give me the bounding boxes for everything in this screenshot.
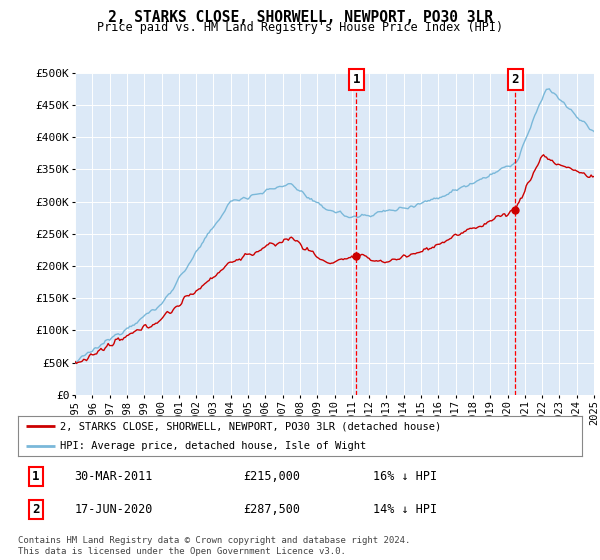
Text: Contains HM Land Registry data © Crown copyright and database right 2024.
This d: Contains HM Land Registry data © Crown c… bbox=[18, 536, 410, 556]
Text: 2, STARKS CLOSE, SHORWELL, NEWPORT, PO30 3LR: 2, STARKS CLOSE, SHORWELL, NEWPORT, PO30… bbox=[107, 10, 493, 25]
Text: 2: 2 bbox=[512, 73, 519, 86]
Text: 2, STARKS CLOSE, SHORWELL, NEWPORT, PO30 3LR (detached house): 2, STARKS CLOSE, SHORWELL, NEWPORT, PO30… bbox=[60, 421, 442, 431]
Text: £287,500: £287,500 bbox=[244, 503, 301, 516]
Text: 30-MAR-2011: 30-MAR-2011 bbox=[74, 470, 153, 483]
Text: 2: 2 bbox=[32, 503, 40, 516]
Text: HPI: Average price, detached house, Isle of Wight: HPI: Average price, detached house, Isle… bbox=[60, 441, 367, 451]
Text: 14% ↓ HPI: 14% ↓ HPI bbox=[373, 503, 437, 516]
Text: 17-JUN-2020: 17-JUN-2020 bbox=[74, 503, 153, 516]
Text: Price paid vs. HM Land Registry's House Price Index (HPI): Price paid vs. HM Land Registry's House … bbox=[97, 21, 503, 34]
Text: 1: 1 bbox=[352, 73, 360, 86]
Text: 1: 1 bbox=[32, 470, 40, 483]
Text: 16% ↓ HPI: 16% ↓ HPI bbox=[373, 470, 437, 483]
Text: £215,000: £215,000 bbox=[244, 470, 301, 483]
